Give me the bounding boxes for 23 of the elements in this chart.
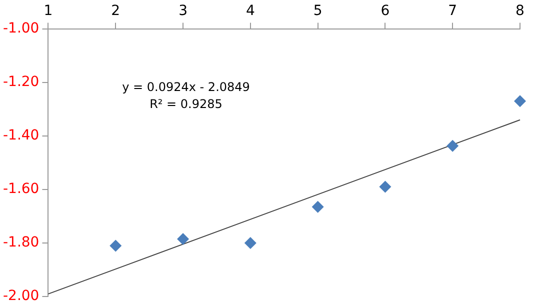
x-tick-label: 7 (448, 3, 458, 20)
x-tick-label: 4 (246, 3, 255, 20)
point (177, 233, 190, 246)
y-tick-label: -1.60 (2, 181, 40, 198)
annotation: y = 0.0924x - 2.0849 (122, 80, 250, 94)
point (312, 200, 324, 213)
annotation: R² = 0.9285 (150, 97, 222, 112)
x-tick-label: 3 (178, 3, 188, 20)
x-tick-label: 5 (313, 3, 322, 20)
x-tick-label: 6 (380, 3, 390, 20)
y-tick-label: -2.00 (2, 288, 40, 304)
y-tick-label: -1.40 (2, 128, 40, 144)
point (379, 180, 392, 193)
point (514, 95, 526, 108)
point (110, 240, 122, 252)
x-tick-label: 2 (111, 3, 120, 20)
point (446, 140, 459, 152)
point (244, 237, 256, 250)
x-tick-label: 8 (516, 3, 524, 20)
y-tick-label: -1.20 (2, 74, 40, 90)
x-tick-label: 1 (44, 3, 53, 20)
y-tick-label: -1.00 (2, 20, 40, 36)
y-tick-label: -1.80 (2, 234, 40, 251)
